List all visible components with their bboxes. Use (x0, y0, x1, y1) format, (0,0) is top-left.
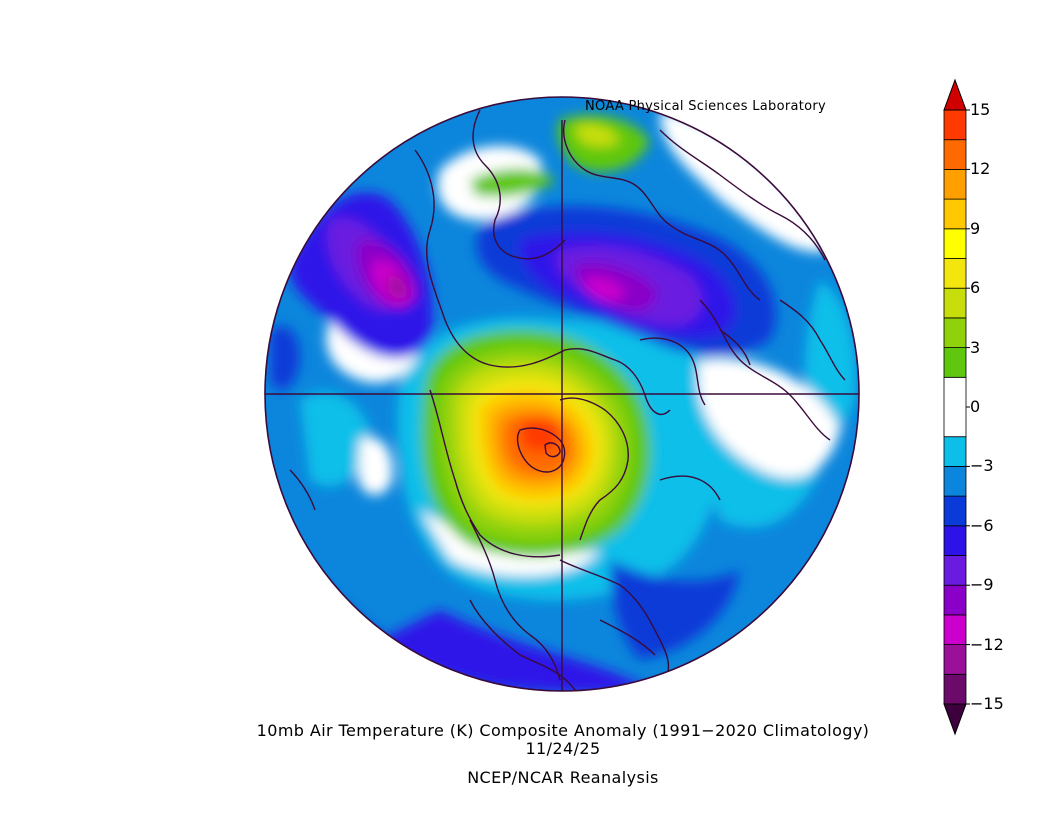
colorbar-bin (943, 258, 967, 289)
colorbar-tick-label: 9 (970, 218, 981, 238)
colorbar-tick-label: −9 (970, 575, 994, 595)
colorbar-min-arrow (943, 703, 967, 736)
map-title: 10mb Air Temperature (K) Composite Anoma… (256, 721, 870, 740)
colorbar-bin (943, 495, 967, 527)
colorbar-bin (943, 168, 967, 200)
map-date: 11/24/25 (525, 739, 601, 758)
colorbar-bin (943, 673, 967, 705)
colorbar-bin (943, 347, 967, 378)
colorbar-bin (943, 376, 967, 438)
graticule (265, 120, 859, 691)
map-outline (264, 96, 860, 692)
colorbar-tick-label: 12 (970, 159, 991, 179)
coastlines (289, 109, 846, 691)
anomaly-field (265, 97, 859, 691)
colorbar-tick-label: 15 (970, 100, 991, 119)
colorbar-tick-label: −6 (970, 515, 994, 535)
colorbar-tick-label: 0 (970, 397, 981, 416)
colorbar-bin (943, 555, 967, 586)
colorbar-bin (943, 584, 967, 616)
colorbar-bin (943, 139, 967, 170)
colorbar-bin (943, 465, 967, 497)
colorbar-bin (943, 228, 967, 259)
colorbar-tick-label: 6 (970, 278, 981, 298)
credit-label: NOAA Physical Sciences Laboratory (585, 99, 827, 114)
colorbar-tick-label: −12 (970, 634, 1004, 654)
colorbar-tick-label: −3 (970, 456, 994, 476)
colorbar-bin (943, 287, 967, 319)
colorbar-bin (943, 198, 967, 230)
map-source: NCEP/NCAR Reanalysis (467, 768, 659, 787)
colorbar-bin (943, 109, 967, 141)
colorbar-tick-label: 3 (970, 337, 981, 357)
colorbar-bin (943, 525, 967, 556)
colorbar-bin (943, 644, 967, 675)
colorbar-max-arrow (943, 78, 967, 111)
colorbar-bin (943, 317, 967, 348)
colorbar (943, 78, 970, 736)
colorbar-tick-label: −15 (970, 694, 1004, 713)
colorbar-bin (943, 614, 967, 646)
colorbar-bin (943, 436, 967, 467)
